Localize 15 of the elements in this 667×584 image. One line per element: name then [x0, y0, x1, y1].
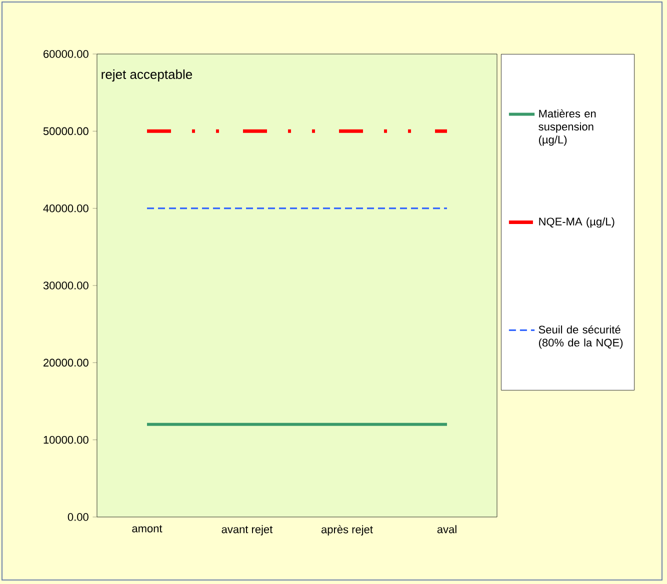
y-tick-label: 20000.00: [44, 358, 88, 367]
x-tick-label: aval: [437, 525, 456, 534]
y-tick-label: 30000.00: [43, 282, 88, 290]
y-tick-label: 60000.00: [44, 50, 88, 58]
y-tick-label: 0.00: [68, 513, 88, 521]
legend-label: Matières en suspension (µg/L): [538, 109, 596, 146]
annotation: rejet acceptable: [102, 69, 192, 82]
legend-label: Seuil de sécurité (80% de la NQE): [538, 325, 623, 349]
y-tick-label: 50000.00: [43, 127, 88, 136]
x-tick-label: avant rejet: [222, 525, 273, 536]
x-tick-label: amont: [132, 525, 162, 532]
x-tick-label: après rejet: [321, 525, 373, 536]
y-tick-label: 40000.00: [43, 204, 88, 212]
y-tick-label: 10000.00: [44, 436, 88, 444]
legend-label: NQE-MA (µg/L): [539, 217, 614, 228]
